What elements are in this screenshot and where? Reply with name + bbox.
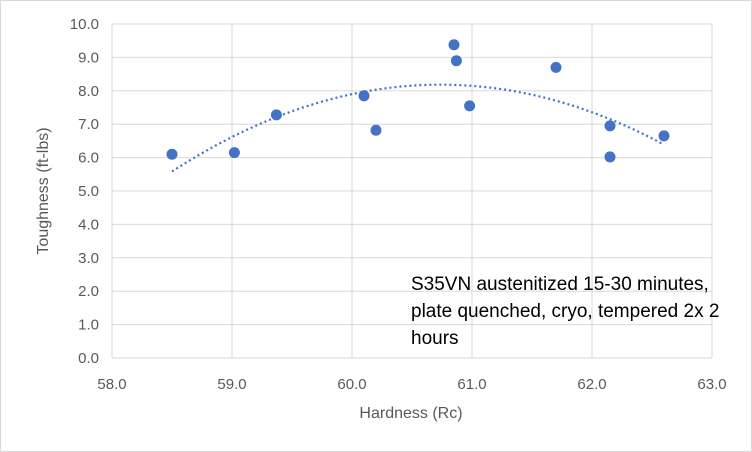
x-axis-ticks: 58.0 59.0 60.0 61.0 62.0 63.0 xyxy=(97,376,726,393)
y-axis-ticks: 0.0 1.0 2.0 3.0 4.0 5.0 6.0 7.0 8.0 9.0 10.0 xyxy=(70,16,99,367)
data-point xyxy=(270,109,282,121)
y-tick-label: 5.0 xyxy=(78,183,99,200)
y-tick-label: 10.0 xyxy=(70,16,99,33)
y-tick-label: 6.0 xyxy=(78,150,99,167)
data-point xyxy=(550,61,562,73)
y-tick-label: 1.0 xyxy=(78,317,99,334)
y-tick-label: 9.0 xyxy=(78,49,99,66)
trendline-group xyxy=(171,83,665,173)
y-tick-label: 0.0 xyxy=(78,350,99,367)
data-point xyxy=(166,148,178,160)
data-point xyxy=(448,39,460,51)
y-tick-label: 8.0 xyxy=(78,83,99,100)
trendline xyxy=(171,83,665,173)
data-point xyxy=(464,100,476,112)
data-point xyxy=(450,55,462,67)
gridlines xyxy=(111,23,713,359)
x-tick-label: 61.0 xyxy=(457,376,486,393)
data-point xyxy=(658,130,670,142)
x-tick-label: 63.0 xyxy=(697,376,726,393)
x-tick-label: 62.0 xyxy=(577,376,606,393)
x-tick-label: 58.0 xyxy=(97,376,126,393)
data-point xyxy=(358,90,370,102)
y-tick-label: 2.0 xyxy=(78,283,99,300)
data-point xyxy=(604,151,616,163)
y-tick-label: 7.0 xyxy=(78,116,99,133)
x-tick-label: 60.0 xyxy=(337,376,366,393)
data-points xyxy=(166,39,670,163)
chart-annotation: S35VN austenitized 15-30 minutes, plate … xyxy=(411,274,720,349)
y-tick-label: 3.0 xyxy=(78,250,99,267)
x-axis-title: Hardness (Rc) xyxy=(359,405,462,422)
x-tick-label: 59.0 xyxy=(217,376,246,393)
y-axis-title: Toughness (ft-lbs) xyxy=(35,127,52,254)
data-point xyxy=(370,124,382,136)
y-tick-label: 4.0 xyxy=(78,216,99,233)
data-point xyxy=(228,147,240,159)
data-point xyxy=(604,120,616,132)
